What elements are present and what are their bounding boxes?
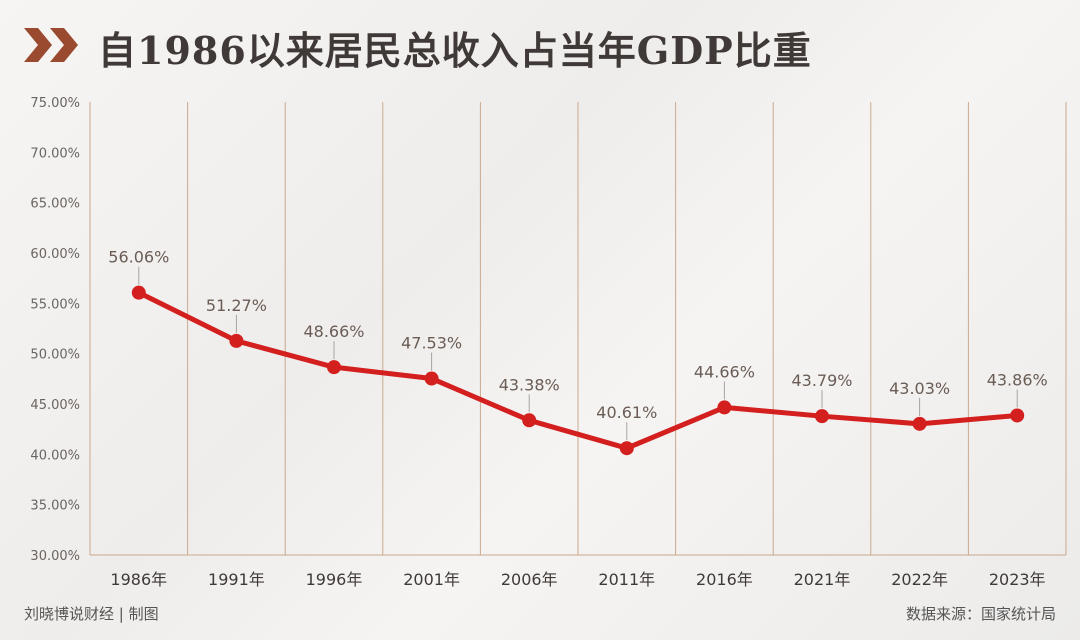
data-point	[424, 371, 439, 386]
x-tick-label: 2006年	[501, 570, 558, 589]
y-tick-label: 30.00%	[30, 549, 80, 564]
series-line	[136, 290, 1020, 451]
data-source: 数据来源：国家统计局	[905, 605, 1056, 623]
data-label: 51.27%	[206, 296, 267, 315]
x-tick-label: 2001年	[403, 570, 460, 589]
data-label: 48.66%	[303, 322, 364, 341]
x-tick-label: 1991年	[208, 570, 265, 589]
data-label: 56.06%	[108, 248, 169, 267]
line-chart: 30.00% 35.00% 40.00% 45.00% 50.00% 55.00% 60.0…	[30, 96, 1067, 589]
y-tick-label: 50.00%	[30, 348, 80, 363]
data-point	[522, 413, 537, 428]
data-point	[229, 333, 244, 348]
y-tick-label: 70.00%	[30, 146, 80, 161]
chevron-double-icon	[24, 28, 78, 62]
y-tick-label: 65.00%	[30, 197, 80, 212]
data-point	[815, 409, 829, 424]
x-tick-label: 1996年	[306, 570, 363, 589]
data-label: 40.61%	[596, 403, 657, 422]
data-label: 43.03%	[889, 379, 950, 398]
x-tick-label: 1986年	[110, 570, 167, 589]
data-point	[717, 400, 732, 415]
y-tick-label: 60.00%	[30, 247, 80, 262]
data-label: 47.53%	[401, 334, 462, 353]
y-tick-label: 45.00%	[30, 398, 80, 413]
x-tick-label: 2011年	[598, 570, 655, 589]
x-tick-label: 2021年	[794, 570, 851, 589]
data-label: 43.86%	[987, 370, 1048, 389]
y-tick-label: 35.00%	[30, 499, 80, 514]
data-point	[912, 416, 927, 431]
data-point	[131, 285, 146, 300]
data-point	[1010, 408, 1025, 423]
data-label: 43.79%	[791, 371, 852, 390]
data-point	[619, 441, 634, 456]
author-credit: 刘晓博说财经 | 制图	[24, 605, 159, 623]
x-tick-label: 2016年	[696, 570, 753, 589]
y-tick-label: 40.00%	[30, 448, 80, 463]
x-tick-label: 2022年	[891, 570, 948, 589]
y-tick-label: 75.00%	[30, 96, 80, 111]
chart-title: 自1986以来居民总收入占当年GDP比重	[98, 28, 812, 73]
data-label: 44.66%	[694, 362, 755, 381]
y-tick-label: 55.00%	[30, 297, 80, 312]
data-point	[327, 360, 341, 375]
x-tick-label: 2023年	[989, 570, 1046, 589]
data-label: 43.38%	[499, 375, 560, 394]
